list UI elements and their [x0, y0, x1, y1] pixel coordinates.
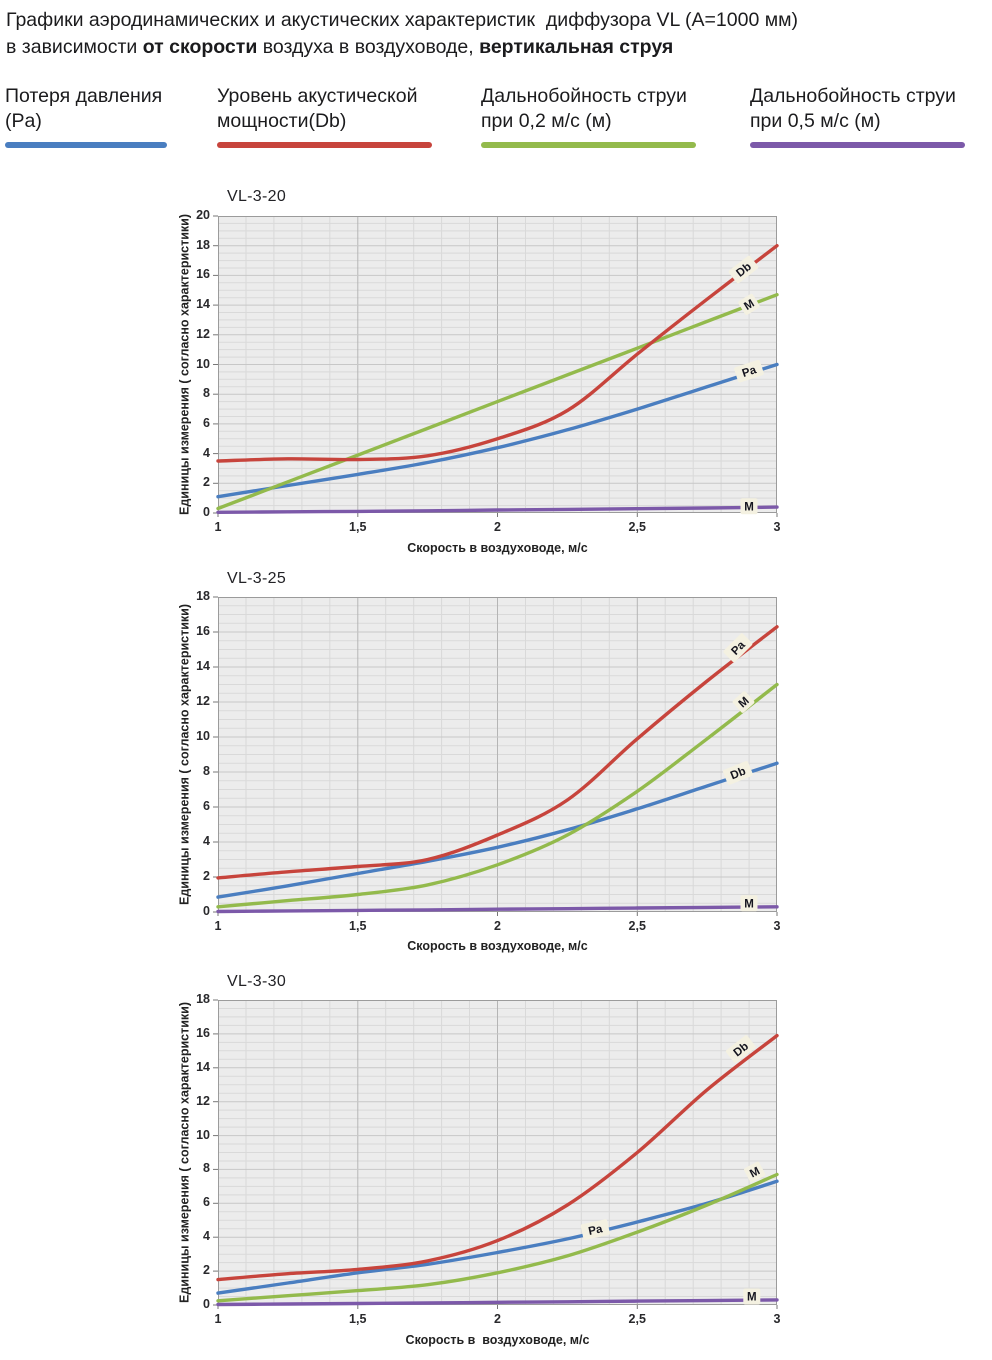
svg-text:M: M [744, 898, 754, 910]
chart-title: VL-3-20 [227, 188, 287, 205]
x-tick-label: 2 [494, 520, 501, 534]
legend-label-line1: Потеря давления [5, 85, 163, 107]
y-tick-label: 6 [203, 799, 210, 813]
legend-item-pressure-loss: Потеря давления (Pa) [5, 84, 167, 148]
chart-vl-3-30: VL-3-30 Единицы измерения ( согласно хар… [0, 962, 992, 1360]
y-tick-label: 18 [196, 992, 210, 1006]
title-line-1: Графики аэродинамических и акустических … [6, 9, 799, 31]
svg-text:M: M [747, 1292, 757, 1304]
x-tick-label: 1 [214, 520, 222, 534]
y-tick-label: 0 [203, 904, 210, 918]
legend-color-bar-purple [750, 142, 965, 148]
y-tick-label: 0 [203, 505, 210, 519]
y-tick-label: 16 [196, 1025, 210, 1040]
chart-title: VL-3-25 [227, 570, 287, 587]
svg-text:Db: Db [729, 765, 748, 782]
axis-ticks: 1 1,5 2 2,5 3 0 2 4 6 8 10 12 14 16 18 [0, 962, 992, 1360]
y-tick-label: 2 [203, 475, 210, 490]
x-tick-label: 2,5 [628, 919, 646, 933]
axis-ticks: 1 1,5 2 2,5 3 0 2 4 6 8 10 12 14 16 18 [0, 558, 992, 962]
title-line-2-bold-jet: вертикальная струя [479, 35, 674, 58]
x-axis-label: Скорость в воздуховоде, м/с [407, 939, 588, 953]
y-tick-label: 18 [196, 589, 210, 603]
legend-label-line2: мощности(Db) [217, 109, 347, 132]
y-tick-label: 18 [196, 237, 210, 252]
title-line-2-bold-speed: от скорости [142, 35, 258, 58]
legend-color-bar-red [217, 142, 432, 148]
y-tick-label: 6 [203, 415, 210, 430]
y-tick-label: 2 [203, 869, 210, 883]
x-tick-label: 3 [773, 919, 781, 933]
x-tick-label: 2,5 [628, 1312, 646, 1326]
legend: Потеря давления (Pa) Уровень акустическо… [0, 0, 992, 160]
x-tick-label: 2,5 [628, 520, 646, 534]
chart-title: VL-3-30 [227, 973, 287, 990]
y-tick-label: 16 [196, 267, 210, 282]
x-tick-label: 1 [214, 1312, 222, 1326]
x-axis-label: Скорость в воздуховоде, м/с [405, 1333, 590, 1347]
y-tick-label: 10 [196, 729, 210, 743]
legend-label-line2: при 0,2 м/с (м) [481, 109, 612, 132]
y-tick-label: 8 [203, 386, 210, 401]
y-tick-label: 2 [203, 1263, 210, 1278]
y-tick-label: 12 [196, 326, 210, 341]
legend-color-bar-green [481, 142, 696, 148]
chart-vl-3-25: VL-3-25 Единицы измерения ( согласно хар… [0, 558, 992, 962]
y-tick-label: 12 [196, 1093, 210, 1108]
y-tick-label: 8 [203, 1161, 210, 1176]
y-tick-label: 20 [196, 208, 210, 222]
legend-label-line1: Уровень акустической [217, 85, 418, 107]
y-tick-label: 16 [196, 624, 210, 638]
y-tick-label: 14 [196, 659, 210, 673]
y-tick-label: 12 [196, 694, 210, 708]
x-axis-label: Скорость в воздуховоде, м/с [407, 541, 588, 555]
y-tick-label: 10 [196, 356, 210, 371]
legend-item-jet-throw-05: Дальнобойность струи при 0,5 м/с (м) [750, 84, 965, 148]
legend-label-line1: Дальнобойность струи [750, 85, 956, 107]
svg-text:Pa: Pa [587, 1223, 604, 1238]
y-tick-label: 4 [203, 445, 210, 460]
x-tick-label: 1,5 [349, 1312, 367, 1326]
x-tick-label: 2 [494, 919, 501, 933]
y-tick-label: 14 [196, 297, 210, 312]
title-line-2-prefix: в зависимости [6, 35, 143, 58]
page-title: Графики аэродинамических и акустических … [6, 7, 798, 60]
x-tick-label: 1 [214, 919, 222, 933]
legend-item-acoustic-power: Уровень акустической мощности(Db) [217, 84, 432, 148]
y-tick-label: 10 [196, 1127, 210, 1142]
y-tick-label: 8 [203, 764, 210, 778]
title-line-2: в зависимости от скорости воздуха в возд… [6, 34, 798, 61]
legend-color-bar-blue [5, 142, 167, 148]
x-tick-label: 2 [494, 1312, 501, 1326]
x-tick-label: 1,5 [349, 919, 367, 933]
legend-label-line2: при 0,5 м/с (м) [750, 109, 881, 132]
svg-text:M: M [744, 501, 754, 513]
chart-vl-3-20: VL-3-20 Единицы измерения ( согласно хар… [0, 165, 992, 558]
y-tick-label: 0 [203, 1297, 210, 1311]
title-line-2-middle: воздуха в воздуховоде, [257, 35, 480, 58]
legend-label-line2: (Pa) [5, 109, 42, 132]
y-tick-label: 4 [203, 834, 210, 848]
axis-ticks: 1 1,5 2 2,5 3 0 2 4 6 8 10 12 14 16 18 20 [0, 165, 992, 558]
x-tick-label: 3 [773, 520, 781, 534]
x-tick-label: 1,5 [349, 520, 367, 534]
y-tick-label: 14 [196, 1059, 210, 1074]
x-tick-label: 3 [773, 1312, 781, 1326]
y-tick-label: 6 [203, 1195, 210, 1210]
svg-text:Pa: Pa [741, 364, 759, 380]
y-tick-label: 4 [203, 1229, 210, 1244]
legend-label-line1: Дальнобойность струи [481, 85, 687, 107]
legend-item-jet-throw-02: Дальнобойность струи при 0,2 м/с (м) [481, 84, 696, 148]
